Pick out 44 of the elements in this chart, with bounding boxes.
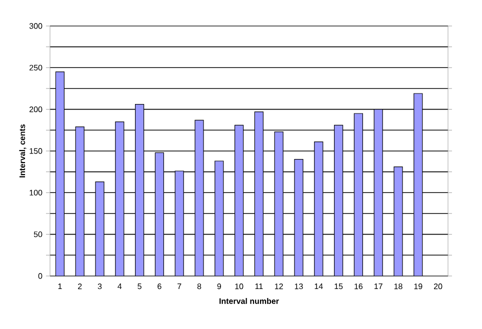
y-tick-label: 0 (38, 273, 42, 279)
y-tick-label: 250 (30, 64, 42, 70)
bar (314, 142, 324, 276)
x-tick-label: 14 (314, 284, 323, 290)
x-tick-label: 2 (78, 284, 82, 290)
bar (414, 93, 423, 276)
y-tick-label: 150 (30, 148, 42, 154)
bar (254, 112, 264, 276)
x-tick-label: 12 (275, 284, 283, 290)
x-tick-label: 17 (374, 284, 382, 290)
y-tick-label: 100 (30, 190, 42, 196)
x-tick-label: 19 (414, 284, 422, 290)
bar (354, 113, 363, 276)
x-tick-label: 9 (217, 284, 221, 290)
x-tick-label: 6 (158, 284, 162, 290)
x-tick-label: 16 (354, 284, 363, 290)
x-tick-label: 8 (197, 284, 202, 290)
x-tick-label: 15 (334, 284, 343, 290)
x-tick-label: 3 (98, 284, 102, 290)
x-tick-label: 18 (394, 284, 402, 290)
bar (274, 132, 284, 276)
x-tick-label: 10 (235, 284, 244, 290)
bar (174, 170, 184, 276)
bar (214, 160, 224, 276)
bar (154, 152, 164, 276)
bar (115, 122, 124, 276)
x-tick-label: 1 (58, 284, 62, 290)
y-tick-label: 200 (30, 106, 42, 112)
bar (135, 104, 144, 276)
y-axis-title: Interval, cents (19, 124, 26, 178)
bar (234, 124, 244, 276)
y-tick-label: 50 (34, 231, 42, 238)
x-tick-label: 4 (118, 284, 122, 290)
x-tick-label: 11 (255, 284, 263, 290)
x-tick-label: 20 (434, 284, 442, 290)
bar (334, 124, 344, 276)
x-axis-title: Interval number (220, 298, 279, 304)
y-tick-label: 300 (29, 23, 42, 29)
x-tick-label: 5 (138, 284, 142, 290)
bar (374, 109, 383, 276)
bar (75, 126, 84, 276)
bar (55, 72, 65, 276)
x-tick-label: 7 (178, 284, 182, 290)
x-tick-label: 13 (294, 284, 303, 290)
